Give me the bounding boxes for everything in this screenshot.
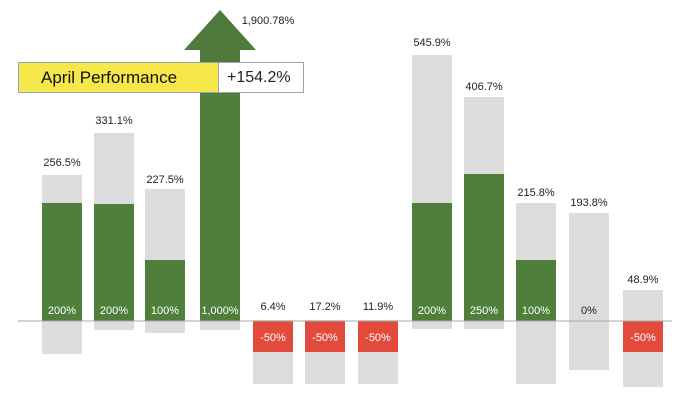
outer-value-label: 256.5% <box>43 157 81 169</box>
inner-value-label: -50% <box>312 332 338 344</box>
arrow-head <box>184 10 256 50</box>
outer-value-label: 331.1% <box>95 115 133 127</box>
inner-value-label: 100% <box>151 305 179 317</box>
outer-value-label: 215.8% <box>517 187 555 199</box>
outer-value-label: 545.9% <box>413 37 451 49</box>
outer-value-label: 6.4% <box>260 301 285 313</box>
outer-value-label: 1,900.78% <box>242 15 295 27</box>
background-bar <box>200 321 240 330</box>
inner-value-label: 200% <box>48 305 76 317</box>
inner-value-label: 200% <box>418 305 446 317</box>
value-bar <box>253 321 293 352</box>
inner-value-label: 0% <box>581 305 597 317</box>
outer-value-label: 48.9% <box>627 274 658 286</box>
background-bar <box>569 213 609 370</box>
value-bar <box>305 321 345 352</box>
inner-value-label: -50% <box>260 332 286 344</box>
outer-value-label: 227.5% <box>146 174 184 186</box>
callout-label: April Performance <box>19 63 219 92</box>
value-bar <box>145 260 185 321</box>
value-bar <box>412 203 452 321</box>
value-bar <box>516 260 556 321</box>
inner-value-label: 1,000% <box>201 305 239 317</box>
value-bar <box>94 204 134 321</box>
value-bar <box>623 321 663 352</box>
outer-value-label: 17.2% <box>309 301 340 313</box>
inner-value-label: 100% <box>522 305 550 317</box>
outer-value-label: 193.8% <box>570 197 608 209</box>
inner-value-label: 200% <box>100 305 128 317</box>
value-bar <box>358 321 398 352</box>
outer-value-label: 406.7% <box>465 81 503 93</box>
value-bar <box>464 174 504 321</box>
inner-value-label: 250% <box>470 305 498 317</box>
april-performance-callout: April Performance +154.2% <box>18 62 304 93</box>
inner-value-label: -50% <box>630 332 656 344</box>
callout-value: +154.2% <box>227 69 291 86</box>
outer-value-label: 11.9% <box>363 301 394 313</box>
value-bar <box>200 90 240 321</box>
value-bar <box>42 203 82 321</box>
inner-value-label: -50% <box>365 332 391 344</box>
